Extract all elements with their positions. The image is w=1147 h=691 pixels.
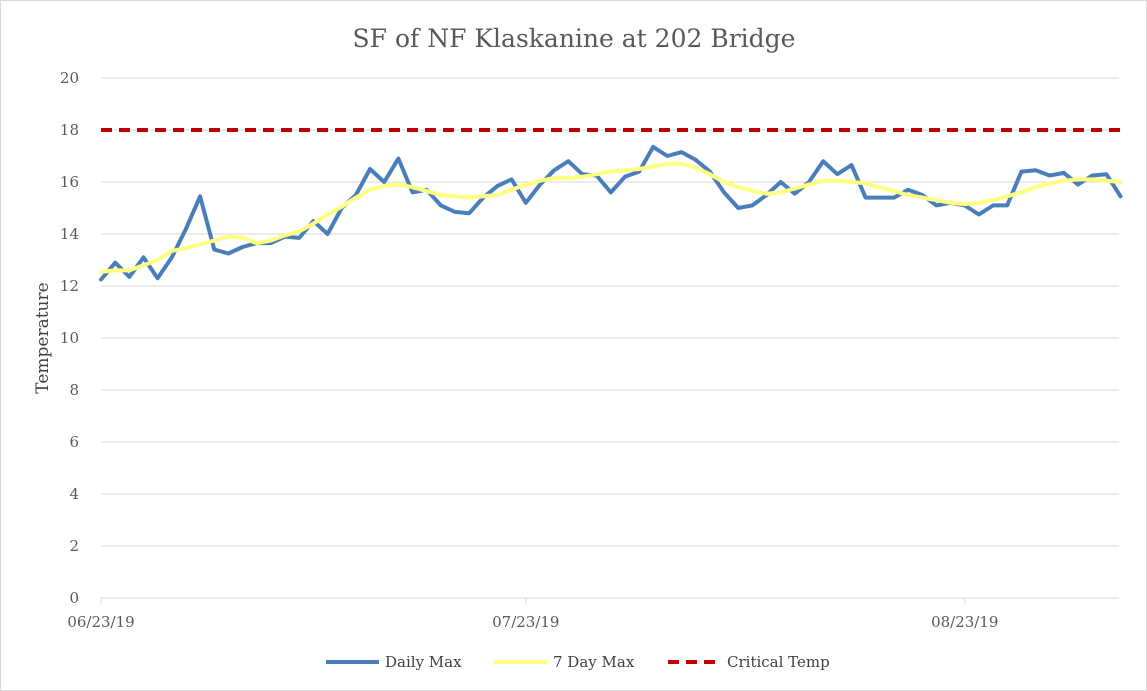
x-tick-label: 07/23/19 xyxy=(492,613,559,631)
x-tick-label: 08/23/19 xyxy=(931,613,998,631)
y-tick-label: 4 xyxy=(69,485,79,503)
series-line-1 xyxy=(99,144,1123,282)
y-axis-label: Temperature xyxy=(33,282,53,393)
legend-label-3: Critical Temp xyxy=(727,653,830,671)
x-axis: 06/23/19 07/23/19 08/23/19 xyxy=(67,597,1119,631)
series-line-2 xyxy=(99,161,1123,274)
y-tick-label: 12 xyxy=(60,277,79,295)
y-tick-label: 20 xyxy=(60,69,79,87)
y-tick-label: 16 xyxy=(60,173,79,191)
y-axis-ticks: 0 2 4 6 8 10 12 14 16 18 20 xyxy=(60,69,79,607)
series-lines xyxy=(99,128,1123,282)
chart-title: SF of NF Klaskanine at 202 Bridge xyxy=(353,24,796,53)
y-tick-label: 18 xyxy=(60,121,79,139)
gridlines xyxy=(101,77,1119,547)
legend: Daily Max 7 Day Max Critical Temp xyxy=(326,653,830,671)
legend-label-2: 7 Day Max xyxy=(553,653,635,671)
y-tick-label: 0 xyxy=(69,589,79,607)
legend-label-1: Daily Max xyxy=(385,653,462,671)
y-tick-label: 8 xyxy=(69,381,79,399)
y-tick-label: 2 xyxy=(69,537,79,555)
y-tick-label: 14 xyxy=(60,225,79,243)
y-tick-label: 6 xyxy=(69,433,79,451)
x-tick-label: 06/23/19 xyxy=(67,613,134,631)
y-tick-label: 10 xyxy=(60,329,79,347)
